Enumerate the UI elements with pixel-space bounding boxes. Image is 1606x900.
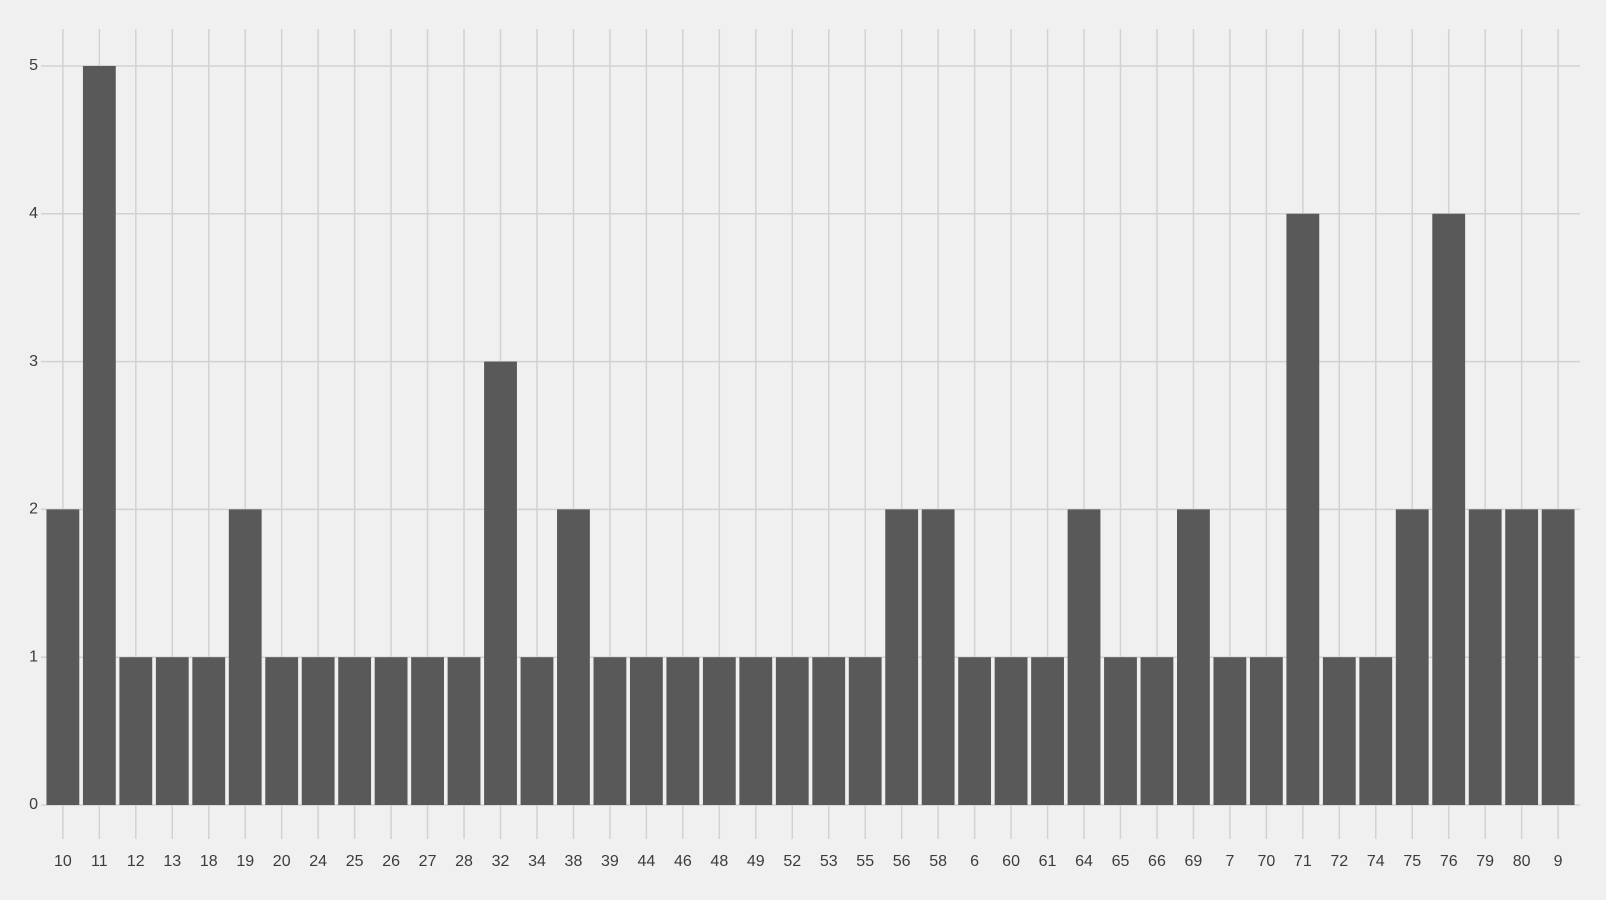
x-tick-label: 70 (1257, 853, 1275, 870)
x-tick-label: 74 (1367, 853, 1385, 870)
bar (155, 657, 189, 805)
x-tick-label: 76 (1440, 853, 1458, 870)
x-tick-label: 61 (1039, 853, 1057, 870)
x-tick-label: 55 (856, 853, 874, 870)
x-tick-label: 38 (565, 853, 583, 870)
x-tick-label: 58 (929, 853, 947, 870)
bar (848, 657, 882, 805)
bar (557, 509, 590, 805)
y-tick-label: 1 (29, 648, 38, 665)
x-tick-label: 26 (382, 853, 400, 870)
bar (1359, 657, 1393, 805)
bar (192, 657, 226, 805)
bar (885, 509, 919, 805)
bar (1505, 509, 1539, 805)
bar (1104, 657, 1137, 805)
bar (1177, 509, 1210, 805)
x-tick-label: 20 (273, 853, 291, 870)
x-tick-label: 27 (419, 853, 437, 870)
x-tick-label: 80 (1513, 853, 1531, 870)
x-tick-label: 34 (528, 853, 546, 870)
x-tick-label: 56 (893, 853, 911, 870)
y-tick-label: 0 (29, 796, 38, 813)
bar (1395, 509, 1429, 805)
x-tick-label: 48 (710, 853, 728, 870)
bar (228, 509, 262, 805)
bar (1286, 213, 1320, 805)
x-tick-label: 11 (91, 853, 108, 870)
bar (1322, 657, 1356, 805)
x-tick-label: 60 (1002, 853, 1020, 870)
bar (1031, 657, 1064, 805)
x-tick-label: 12 (127, 853, 145, 870)
bar (265, 657, 299, 805)
x-tick-label: 75 (1403, 853, 1421, 870)
bar (520, 657, 554, 805)
x-tick-label: 79 (1476, 853, 1494, 870)
x-tick-label: 64 (1075, 853, 1093, 870)
bar (46, 509, 80, 805)
x-tick-label: 6 (970, 853, 979, 870)
x-tick-label: 32 (492, 853, 510, 870)
x-tick-label: 46 (674, 853, 692, 870)
y-tick-label: 3 (29, 353, 38, 370)
bar (739, 657, 773, 805)
bar (1541, 509, 1575, 805)
x-tick-label: 49 (747, 853, 765, 870)
x-tick-label: 10 (54, 853, 72, 870)
bar (629, 657, 663, 805)
bar (702, 657, 736, 805)
bar (484, 361, 517, 805)
bar (921, 509, 955, 805)
bar (775, 657, 809, 805)
bar (1213, 657, 1247, 805)
x-tick-label: 72 (1330, 853, 1348, 870)
bar (1140, 657, 1174, 805)
x-tick-label: 53 (820, 853, 838, 870)
bar (301, 657, 335, 805)
x-tick-label: 24 (309, 853, 327, 870)
x-tick-label: 69 (1185, 853, 1203, 870)
bar (119, 657, 153, 805)
x-tick-label: 13 (163, 853, 181, 870)
x-tick-label: 25 (346, 853, 364, 870)
x-tick-label: 9 (1554, 853, 1563, 870)
bar (338, 657, 372, 805)
y-tick-label: 2 (29, 501, 38, 518)
x-tick-label: 28 (455, 853, 473, 870)
x-tick-label: 44 (637, 853, 655, 870)
x-tick-label: 18 (200, 853, 218, 870)
x-tick-label: 52 (783, 853, 801, 870)
bar (666, 657, 700, 805)
x-tick-label: 7 (1225, 853, 1234, 870)
x-tick-label: 71 (1294, 853, 1312, 870)
bar (1468, 509, 1502, 805)
x-tick-label: 19 (236, 853, 254, 870)
bar (411, 657, 444, 805)
x-tick-label: 39 (601, 853, 619, 870)
bar (1067, 509, 1101, 805)
x-tick-label: 65 (1112, 853, 1130, 870)
bar (593, 657, 627, 805)
bar (1432, 213, 1466, 805)
bar (447, 657, 481, 805)
bar (994, 657, 1028, 805)
bar (958, 657, 992, 805)
bar (374, 657, 408, 805)
y-tick-label: 5 (29, 57, 38, 74)
bar (812, 657, 846, 805)
x-tick-label: 66 (1148, 853, 1166, 870)
bar (1249, 657, 1283, 805)
y-tick-label: 4 (29, 205, 38, 222)
bar (82, 65, 116, 805)
